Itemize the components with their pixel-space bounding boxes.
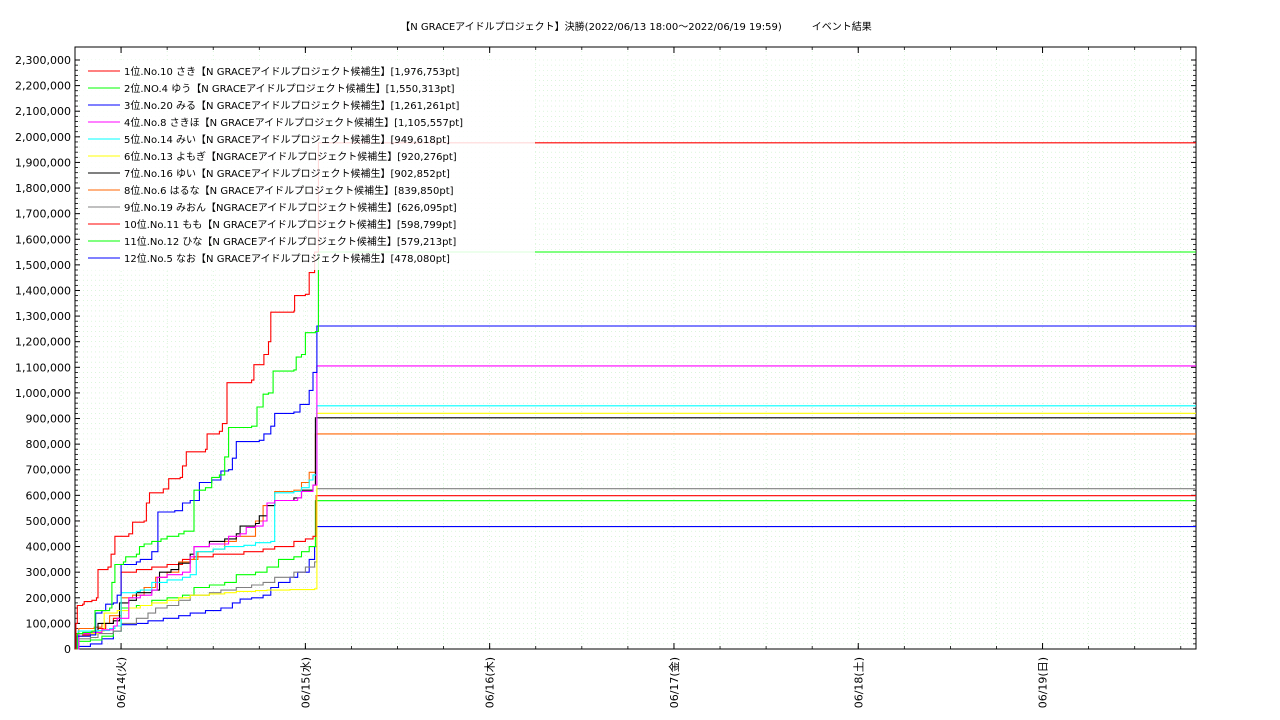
y-tick-label: 800,000: [26, 438, 72, 451]
y-tick-label: 900,000: [26, 413, 72, 426]
legend-entry: 9位.No.19 みおん【NGRACEアイドルプロジェクト候補生】[626,09…: [124, 201, 457, 214]
legend-background: [80, 60, 535, 270]
legend-entry: 1位.No.10 さき【N GRACEアイドルプロジェクト候補生】[1,976,…: [124, 65, 460, 78]
y-tick-label: 1,400,000: [15, 284, 71, 297]
x-tick-label: 06/14(火): [115, 657, 128, 708]
legend-entry: 11位.No.12 ひな【N GRACEアイドルプロジェクト候補生】[579,2…: [124, 235, 456, 248]
y-tick-label: 2,200,000: [15, 80, 71, 93]
legend: 1位.No.10 さき【N GRACEアイドルプロジェクト候補生】[1,976,…: [80, 60, 535, 270]
x-tick-label: 06/19(日): [1037, 657, 1050, 708]
y-tick-label: 200,000: [26, 592, 72, 605]
y-tick-label: 1,600,000: [15, 233, 71, 246]
y-tick-label: 1,500,000: [15, 259, 71, 272]
y-tick-label: 500,000: [26, 515, 72, 528]
series-line-3: [75, 325, 1196, 650]
y-tick-label: 1,900,000: [15, 156, 71, 169]
legend-entry: 5位.No.14 みい【N GRACEアイドルプロジェクト候補生】[949,61…: [124, 133, 450, 146]
legend-entry: 3位.No.20 みる【N GRACEアイドルプロジェクト候補生】[1,261,…: [124, 99, 460, 112]
legend-entry: 4位.No.8 さきほ【N GRACEアイドルプロジェクト候補生】[1,105,…: [124, 116, 463, 129]
y-tick-label: 1,300,000: [15, 310, 71, 323]
y-tick-label: 1,200,000: [15, 336, 71, 349]
y-tick-label: 0: [64, 643, 71, 656]
series-line-4: [75, 365, 1196, 650]
legend-entry: 7位.No.16 ゆい【N GRACEアイドルプロジェクト候補生】[902,85…: [124, 167, 450, 180]
legend-entry: 6位.No.13 よもぎ【NGRACEアイドルプロジェクト候補生】[920,27…: [124, 150, 457, 163]
legend-entry: 2位.NO.4 ゆう【N GRACEアイドルプロジェクト候補生】[1,550,3…: [124, 82, 455, 95]
y-tick-label: 1,000,000: [15, 387, 71, 400]
series-line-9: [75, 488, 1196, 650]
y-tick-label: 100,000: [26, 617, 72, 630]
series-line-1: [75, 142, 1196, 650]
x-tick-label: 06/16(木): [484, 657, 497, 708]
y-tick-label: 2,300,000: [15, 54, 71, 67]
y-axis: 0 100,000 200,000 300,000 400,000 500,000 600,…: [15, 54, 1196, 656]
y-tick-label: 1,800,000: [15, 182, 71, 195]
legend-entry: 12位.No.5 なお【N GRACEアイドルプロジェクト候補生】[478,08…: [124, 252, 450, 265]
chart-title: 【N GRACEアイドルプロジェクト】決勝(2022/06/13 18:00～2…: [400, 20, 872, 33]
y-tick-label: 400,000: [26, 541, 72, 554]
y-tick-label: 1,700,000: [15, 208, 71, 221]
x-tick-label: 06/18(土): [852, 657, 865, 708]
series-line-5: [75, 405, 1196, 650]
y-tick-label: 300,000: [26, 566, 72, 579]
y-tick-label: 2,100,000: [15, 105, 71, 118]
legend-entry: 10位.No.11 もも【N GRACEアイドルプロジェクト候補生】[598,7…: [124, 218, 456, 231]
y-tick-label: 600,000: [26, 489, 72, 502]
y-tick-label: 1,100,000: [15, 361, 71, 374]
y-tick-label: 700,000: [26, 464, 72, 477]
series-lines: [75, 142, 1196, 650]
series-line-11: [75, 500, 1196, 650]
x-tick-label: 06/15(水): [299, 657, 312, 708]
y-tick-label: 2,000,000: [15, 131, 71, 144]
plot-area: [74, 46, 1197, 650]
series-line-8: [75, 433, 1196, 650]
x-tick-label: 06/17(金): [667, 657, 681, 708]
legend-entry: 8位.No.6 はるな【N GRACEアイドルプロジェクト候補生】[839,85…: [124, 184, 454, 197]
series-line-2: [75, 251, 1196, 650]
x-axis: 06/14(火) 06/15(水) 06/16(木) 06/17(金) 06/18(土)…: [115, 47, 1182, 708]
